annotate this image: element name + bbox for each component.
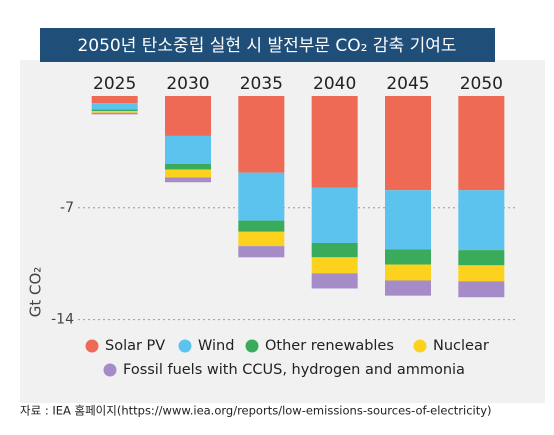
bar-segment (458, 96, 505, 191)
legend-marker (245, 339, 259, 353)
bar-segment (91, 103, 138, 110)
legend-marker (413, 339, 427, 353)
bar-segment (458, 190, 505, 251)
bar-segment (165, 163, 211, 170)
bar-segment (165, 169, 211, 178)
x-tick-label: 2025 (93, 74, 136, 94)
bar-segment (458, 265, 505, 282)
bar-segment (165, 135, 211, 164)
bar-segment (311, 257, 358, 274)
x-tick-label: 2050 (460, 74, 503, 94)
bar-segment (311, 187, 358, 243)
bar-segment (311, 96, 358, 188)
bar-segment (385, 264, 431, 281)
bar-segment (238, 220, 285, 232)
bar-segment (311, 242, 358, 258)
bar-segment (385, 280, 431, 296)
bar-segment (385, 249, 431, 265)
x-tick-label: 2040 (313, 74, 356, 94)
bar-segment (91, 109, 138, 112)
bar-segment (238, 231, 285, 247)
legend-label: Nuclear (433, 338, 489, 354)
bar-segment (458, 250, 505, 266)
legend-marker (178, 339, 192, 353)
title-banner (40, 28, 495, 62)
legend-label: Wind (198, 338, 234, 354)
bar-segment (238, 246, 285, 258)
bar-segment (165, 177, 211, 183)
bar-segment (91, 111, 138, 113)
bar-segment (238, 96, 285, 173)
bar-segment (91, 112, 138, 115)
bar-segment (165, 96, 211, 136)
x-tick-label: 2030 (166, 74, 209, 94)
legend-marker (103, 363, 117, 377)
legend-label: Fossil fuels with CCUS, hydrogen and amm… (123, 362, 465, 378)
bar-segment (91, 96, 138, 104)
bar-segment (238, 172, 285, 221)
x-tick-label: 2035 (240, 74, 283, 94)
y-axis-label: Gt CO₂ (27, 267, 45, 318)
source-note: 자료 : IEA 홈페이지(https://www.iea.org/report… (20, 404, 492, 418)
y-tick-label: -14 (51, 312, 74, 328)
bar-segment (385, 96, 431, 191)
bar-segment (385, 190, 431, 250)
bar-segment (311, 273, 358, 289)
legend-label: Solar PV (105, 338, 165, 354)
bar-segment (458, 281, 505, 298)
chart-title: 2050년 탄소중립 실현 시 발전부문 CO₂ 감축 기여도 (77, 36, 456, 56)
x-tick-label: 2045 (386, 74, 429, 94)
legend-label: Other renewables (265, 338, 394, 354)
y-tick-label: -7 (60, 200, 74, 216)
legend-marker (85, 339, 99, 353)
